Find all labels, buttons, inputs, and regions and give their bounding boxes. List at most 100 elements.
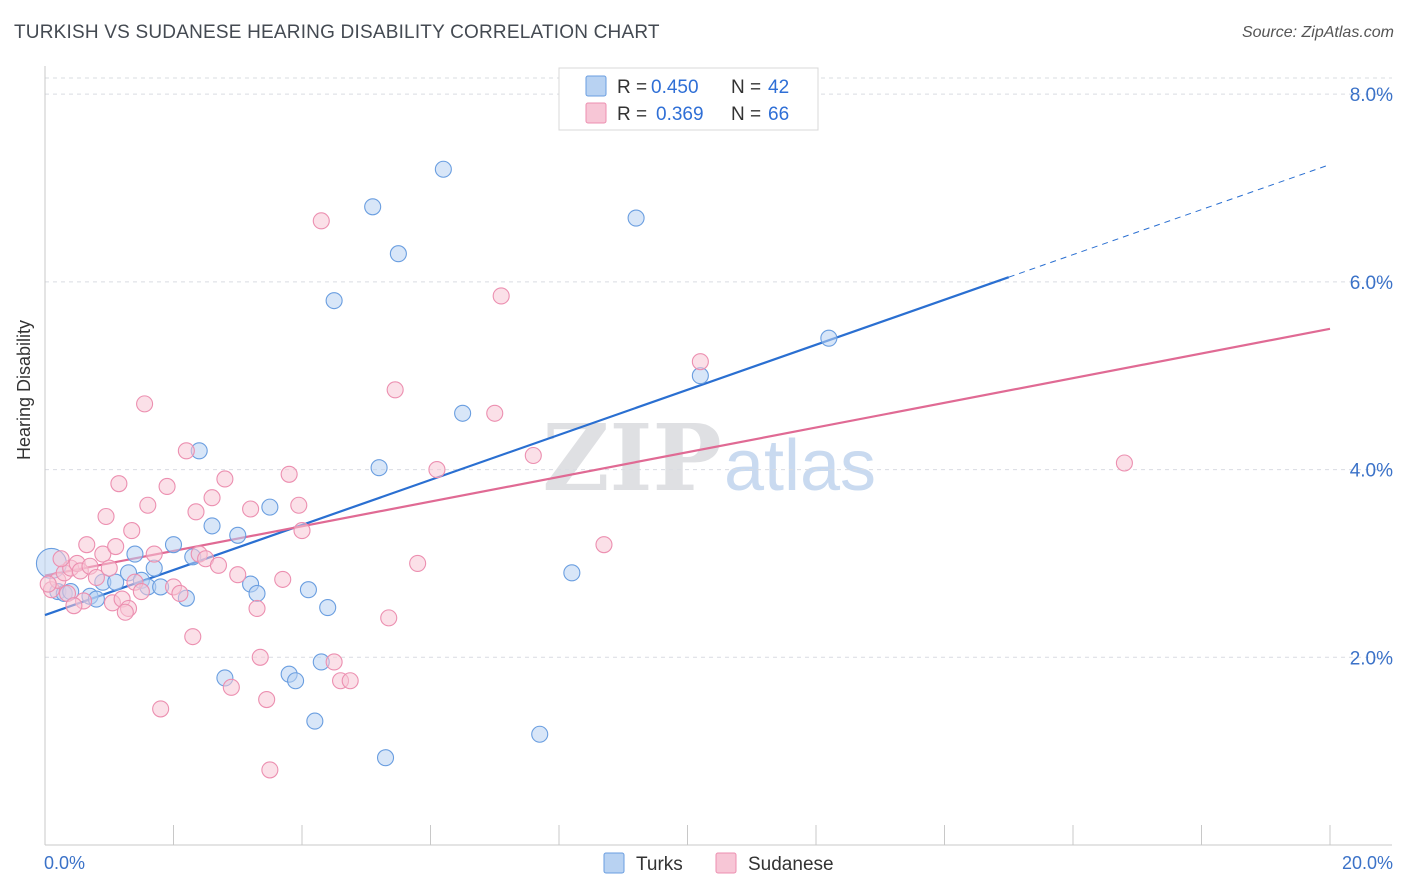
point-turks (434, 160, 452, 178)
point-sudanese (132, 583, 150, 601)
trend-lines (44, 164, 1331, 617)
series-legend: Turks Sudanese (603, 852, 834, 875)
point-turks (306, 712, 324, 730)
point-sudanese (187, 503, 205, 521)
point-sudanese (39, 575, 57, 593)
y-tick-label: 2.0% (1350, 648, 1393, 669)
point-sudanese (524, 446, 542, 465)
point-turks (164, 536, 183, 554)
point-sudanese (290, 496, 308, 514)
legend-sudanese-swatch (715, 852, 737, 874)
point-sudanese (312, 212, 330, 230)
point-sudanese (595, 536, 613, 554)
point-turks (229, 526, 247, 544)
source-label: Source: ZipAtlas.com (1241, 24, 1394, 41)
point-sudanese (65, 597, 83, 615)
point-sudanese (229, 566, 247, 584)
point-turks (261, 498, 279, 516)
point-sudanese (136, 395, 154, 413)
point-sudanese (184, 628, 202, 646)
point-turks (820, 329, 838, 347)
point-sudanese (145, 545, 163, 563)
point-sudanese (280, 465, 298, 483)
point-sudanese (87, 568, 105, 587)
x-tick-label-max: 20.0% (1342, 853, 1393, 873)
trend-line-sudanese (44, 327, 1331, 577)
point-sudanese (325, 653, 343, 671)
point-sudanese (100, 559, 118, 577)
point-sudanese (258, 690, 276, 709)
point-turks (531, 725, 549, 743)
watermark-zip: ZIP (542, 404, 721, 512)
point-sudanese (177, 442, 195, 460)
point-turks (454, 404, 472, 422)
point-sudanese (274, 570, 292, 588)
point-sudanese (1115, 454, 1133, 472)
point-sudanese (171, 584, 189, 603)
point-turks (248, 584, 266, 603)
point-sudanese (216, 470, 234, 488)
point-sudanese (242, 500, 260, 518)
y-tick-label: 6.0% (1350, 273, 1393, 294)
point-sudanese (428, 461, 446, 479)
point-turks (389, 245, 407, 263)
legend-turks-label: Turks (636, 854, 683, 875)
point-sudanese (248, 599, 266, 618)
point-sudanese (116, 603, 134, 621)
point-sudanese (222, 678, 240, 696)
legend-turks-swatch (603, 852, 625, 874)
legend-sudanese-label: Sudanese (748, 854, 834, 875)
point-turks (126, 545, 144, 563)
point-sudanese (110, 475, 128, 493)
point-sudanese (380, 609, 398, 627)
point-turks (107, 573, 125, 591)
point-turks (203, 517, 221, 535)
point-turks (325, 292, 343, 310)
point-sudanese (52, 550, 70, 568)
sudanese-n-label: N = (731, 104, 761, 125)
point-sudanese (492, 287, 510, 305)
turks-swatch (585, 75, 607, 97)
point-sudanese (251, 648, 269, 666)
point-sudanese (209, 556, 228, 574)
point-sudanese (158, 477, 176, 496)
point-sudanese (94, 545, 112, 563)
point-turks (376, 749, 395, 767)
point-sudanese (107, 537, 125, 556)
point-turks (627, 209, 645, 227)
turks-r-value: 0.450 (651, 77, 699, 98)
y-tick-label: 8.0% (1350, 85, 1393, 106)
point-sudanese (261, 761, 279, 779)
point-turks (370, 459, 388, 477)
point-sudanese (97, 507, 115, 526)
point-turks (319, 598, 337, 617)
point-turks (299, 581, 317, 599)
y-tick-label: 4.0% (1350, 461, 1393, 482)
turks-r-label: R = (617, 77, 647, 98)
point-turks (364, 198, 382, 216)
stats-legend: R = 0.450 N = 42 R = 0.369 N = 66 (558, 67, 819, 131)
trend-extension-turks (1008, 164, 1331, 278)
sudanese-swatch (585, 102, 607, 124)
point-sudanese (486, 404, 504, 422)
turks-n-label: N = (731, 77, 761, 98)
point-sudanese (203, 489, 221, 507)
sudanese-r-value: 0.369 (656, 104, 704, 125)
point-sudanese (152, 700, 170, 718)
sudanese-r-label: R = (617, 104, 647, 125)
grid-lines (45, 77, 1392, 658)
sudanese-n-value: 66 (768, 104, 789, 125)
point-turks (563, 564, 581, 582)
chart-title: TURKISH VS SUDANESE HEARING DISABILITY C… (14, 22, 660, 43)
x-tick-label-min: 0.0% (44, 853, 85, 873)
watermark-atlas: atlas (724, 426, 876, 506)
data-points (35, 160, 1133, 779)
point-sudanese (341, 672, 359, 690)
point-sudanese (691, 353, 709, 371)
point-sudanese (78, 536, 96, 554)
watermark: ZIP atlas (542, 404, 876, 512)
turks-n-value: 42 (768, 77, 789, 98)
point-sudanese (139, 496, 157, 514)
point-sudanese (293, 522, 311, 540)
